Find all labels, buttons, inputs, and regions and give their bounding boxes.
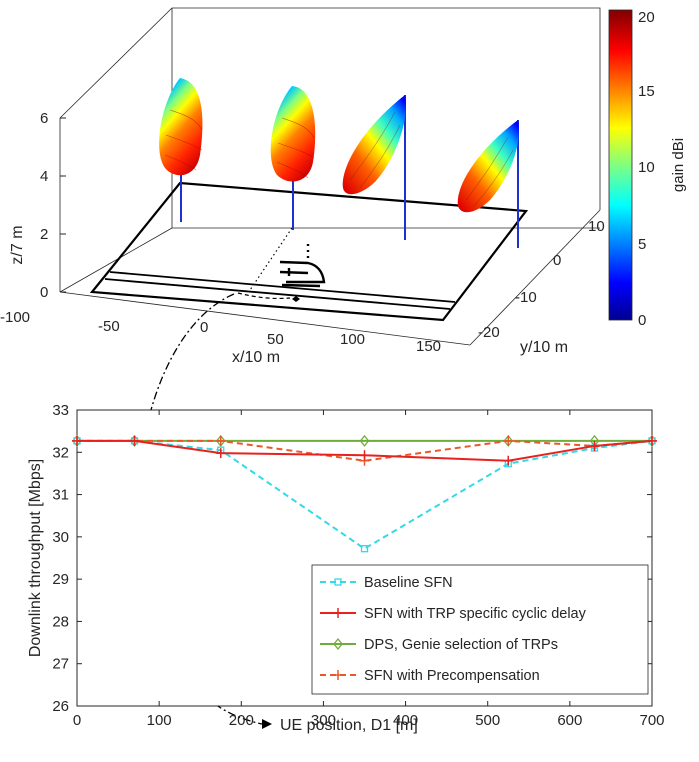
legend: Baseline SFN SFN with TRP specific cyclic…	[311, 564, 649, 695]
data-point-marker	[503, 435, 514, 446]
x-tick-label: 100	[340, 331, 365, 348]
colorbar-tick-label: 15	[638, 83, 655, 100]
colorbar-tick-label: 5	[638, 236, 646, 253]
y-tick-label: 27	[52, 656, 69, 673]
y-tick-label: 29	[52, 571, 69, 588]
y-tick-label: 26	[52, 698, 69, 715]
z-tick-label: 4	[40, 168, 48, 185]
data-point-marker	[359, 434, 370, 447]
y-tick-label: 32	[52, 444, 69, 461]
antenna-pattern-2	[270, 86, 316, 182]
series-1	[72, 435, 657, 466]
y-tick-label: 28	[52, 613, 69, 630]
train-icon	[279, 244, 326, 288]
colorbar-tick-label: 0	[638, 312, 646, 329]
y-tick-label: 33	[52, 402, 69, 419]
data-point-marker	[359, 450, 370, 461]
data-point-marker	[215, 448, 226, 459]
z-axis-label: z/7 m	[9, 225, 26, 264]
data-point-marker	[333, 637, 343, 651]
y-tick-label: 30	[52, 529, 69, 546]
legend-entry: DPS, Genie selection of TRPs	[320, 637, 558, 653]
antenna-pattern-4	[457, 120, 519, 213]
x-tick-label: 100	[147, 712, 172, 729]
legend-entry: SFN with TRP specific cyclic delay	[320, 606, 587, 622]
data-point-marker	[360, 545, 369, 553]
data-point-marker	[333, 608, 343, 618]
data-point-marker	[647, 435, 657, 446]
data-point-marker	[503, 455, 514, 466]
antenna-pattern-1	[159, 78, 203, 176]
ue-projection-line	[249, 227, 293, 291]
ue-marker-icon	[292, 296, 300, 302]
data-point-marker	[72, 435, 82, 446]
x-tick-label: 500	[475, 712, 500, 729]
box-back-edges	[59, 7, 601, 210]
x-tick-label: 700	[639, 712, 664, 729]
legend-entry: Baseline SFN	[320, 575, 453, 591]
colorbar-label: gain dBi	[670, 138, 687, 192]
rail-track-2	[104, 278, 451, 310]
data-point-marker	[589, 440, 600, 451]
y-axis-line	[469, 209, 601, 346]
colorbar-tick-label: 10	[638, 159, 655, 176]
y-tick-label: 10	[588, 218, 605, 235]
ground-plane	[89, 181, 529, 322]
y-tick-label: 31	[52, 487, 69, 504]
x-tick-label: 200	[229, 712, 254, 729]
legend-label: SFN with Precompensation	[364, 668, 540, 684]
y-axis-title: Downlink throughput [Mbps]	[27, 459, 44, 657]
z-tick-label: 0	[40, 284, 48, 301]
top-3d-plot: 0 2 4 6 z/7 m -100 -50 0 50 100 150 x/10…	[0, 7, 687, 366]
y-tick-label: -10	[515, 289, 537, 306]
colorbar-tick-label: 20	[638, 9, 655, 26]
data-point-marker	[129, 435, 140, 446]
x-tick-label: 300	[311, 712, 336, 729]
x-axis-label: x/10 m	[232, 349, 280, 366]
x-axis-title: UE position, D1 [m]	[280, 717, 418, 734]
z-tick-label: 2	[40, 226, 48, 243]
x-tick-label: 400	[393, 712, 418, 729]
x-tick-label: 0	[200, 319, 208, 336]
legend-label: DPS, Genie selection of TRPs	[364, 637, 558, 653]
colorbar: 0 5 10 15 20 gain dBi	[608, 9, 687, 329]
box-floor-left	[59, 227, 173, 293]
rail-track-1	[109, 271, 456, 303]
legend-label: Baseline SFN	[364, 575, 453, 591]
y-tick-label: -20	[478, 324, 500, 341]
y-tick-label: 0	[553, 252, 561, 269]
y-axis-label: y/10 m	[520, 339, 568, 356]
connector-arrowhead-icon	[262, 719, 272, 729]
data-point-marker	[215, 435, 226, 446]
x-tick-label: 600	[557, 712, 582, 729]
legend-label: SFN with TRP specific cyclic delay	[364, 606, 587, 622]
x-tick-label: 50	[267, 331, 284, 348]
data-point-marker	[334, 578, 342, 586]
x-axis-line	[59, 291, 471, 346]
antenna-pattern-3	[342, 95, 406, 195]
x-tick-label: -100	[0, 309, 30, 326]
z-tick-label: 6	[40, 110, 48, 127]
colorbar-gradient	[608, 9, 633, 321]
data-point-marker	[333, 670, 343, 680]
x-tick-label: 0	[73, 712, 81, 729]
x-tick-label: 150	[416, 338, 441, 355]
legend-box	[311, 564, 649, 695]
x-tick-label: -50	[98, 318, 120, 335]
legend-entry: SFN with Precompensation	[320, 668, 540, 684]
